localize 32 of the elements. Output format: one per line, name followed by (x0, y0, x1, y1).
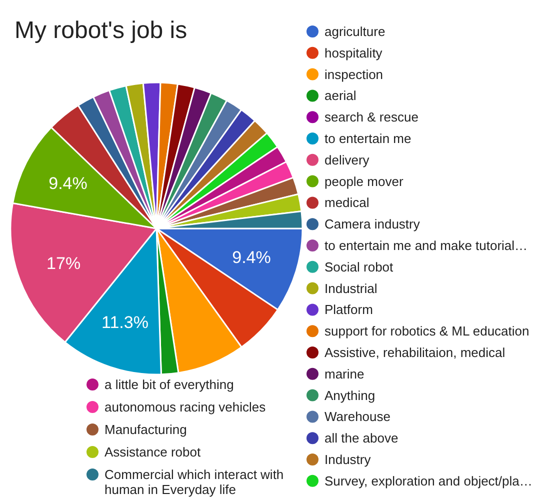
legend-label: aerial (324, 88, 356, 104)
legend-label: Assistance robot (104, 444, 201, 460)
legend-label: marine (324, 366, 364, 382)
legend-label: a little bit of everything (104, 377, 234, 392)
legend-label: all the above (324, 430, 398, 446)
legend-label: delivery (324, 152, 370, 168)
legend-label: Manufacturing (104, 422, 187, 437)
legend-label: Survey, exploration and object/pla… (324, 473, 532, 488)
legend-label: agriculture (324, 24, 386, 39)
legend-label: autonomous racing vehicles (104, 400, 266, 414)
legend-label: Social robot (324, 259, 394, 274)
data-label: 9.4% (48, 174, 88, 194)
legend-label: Assistive, rehabilitaion, medical (324, 345, 506, 360)
legend-label: Industry (324, 452, 372, 467)
legend-label: Commercial which interact with human in Everyday life (104, 467, 284, 497)
legend-label: hospitality (324, 45, 383, 60)
legend-label: Platform (324, 302, 373, 318)
data-label: 11.3% (102, 313, 148, 332)
legend-label: Anything (324, 388, 376, 403)
legend-label: Industrial (324, 280, 378, 296)
data-label: 17% (46, 254, 81, 273)
legend-label: search & rescue (324, 110, 418, 125)
legend-label: Warehouse (324, 409, 390, 424)
legend-label: Camera industry (324, 216, 420, 232)
legend-label: to entertain me and make tutorial… (324, 238, 528, 253)
legend-label: people mover (324, 174, 404, 189)
legend-label: support for robotics & ML education (324, 324, 530, 339)
chart-title: My robot's job is (14, 17, 188, 44)
legend-label: inspection (324, 66, 384, 82)
data-label: 9.4% (232, 248, 271, 267)
legend-label: to entertain me (324, 131, 412, 146)
legend-label: medical (324, 195, 370, 210)
